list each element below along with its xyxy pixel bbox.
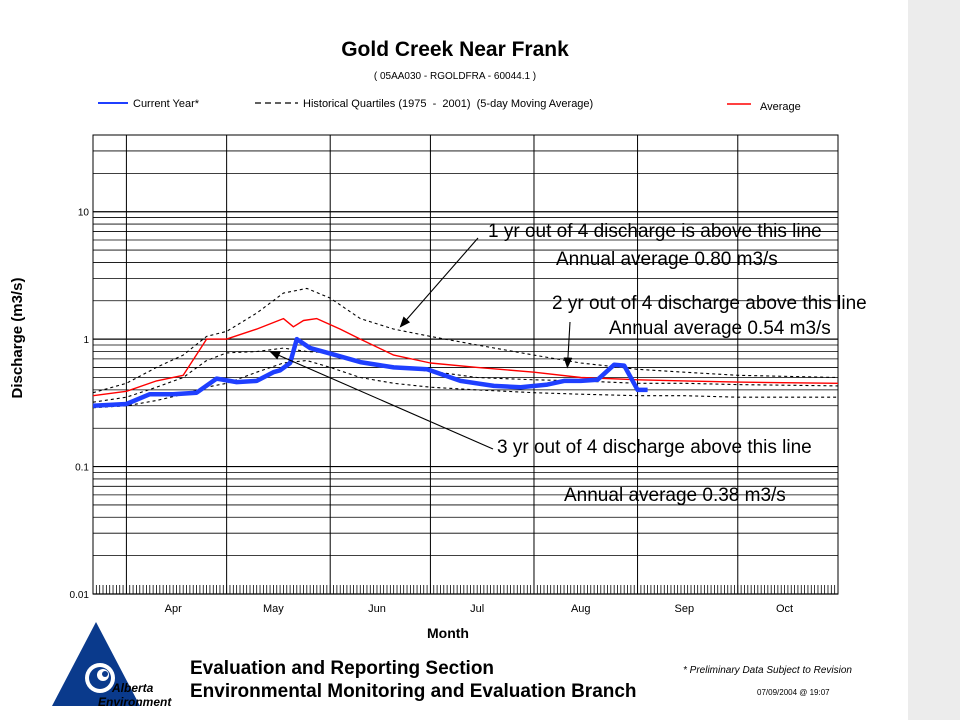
y-axis-label: Discharge (m3/s) (9, 278, 26, 399)
y-tick-label: 0.01 (70, 590, 90, 601)
plot-frame (92, 134, 839, 595)
x-tick-label: Oct (776, 603, 793, 615)
annotation-lower-average: Annual average 0.38 m3/s (564, 485, 786, 506)
x-tick-label: Jun (368, 603, 386, 615)
x-tick-label: Jul (470, 603, 484, 615)
y-tick-label: 0.1 (75, 463, 89, 474)
legend-label-quartiles: Historical Quartiles (1975 - 2001) (5-da… (303, 98, 593, 110)
footer-section-name: Evaluation and Reporting Section (190, 658, 495, 679)
chart-title: Gold Creek Near Frank (341, 38, 569, 61)
annotation-arrows (269, 237, 573, 450)
legend-label-current: Current Year* (133, 98, 200, 110)
annotation-lower-quartile: 3 yr out of 4 discharge above this line (497, 437, 812, 458)
grid-layer (92, 134, 839, 595)
series-median (92, 347, 839, 403)
annotation-upper-quartile: 1 yr out of 4 discharge is above this li… (488, 221, 822, 242)
legend: Current Year* Historical Quartiles (1975… (98, 98, 801, 113)
x-tick-label: Aug (571, 603, 591, 615)
series-lower-quartile (92, 359, 838, 409)
series-layer (92, 287, 839, 409)
series-upper-quartile (92, 287, 839, 394)
footer-branch-name: Environmental Monitoring and Evaluation … (190, 681, 637, 702)
x-tick-label: Apr (165, 603, 182, 615)
annotation-arrow (269, 350, 494, 450)
preliminary-note: * Preliminary Data Subject to Revision (683, 665, 852, 676)
annotation-arrow (399, 237, 479, 328)
series-current-year (92, 336, 648, 409)
x-tick-label: Sep (675, 603, 695, 615)
annotation-upper-average: Annual average 0.80 m3/s (556, 249, 778, 270)
discharge-chart: Gold Creek Near Frank ( 05AA030 - RGOLDF… (9, 38, 839, 640)
x-axis-label: Month (427, 625, 469, 640)
y-tick-label: 10 (78, 208, 90, 219)
y-tick-label: 1 (83, 335, 89, 346)
right-margin-strip (908, 0, 960, 720)
annotation-median-average: Annual average 0.54 m3/s (609, 318, 831, 339)
legend-label-average: Average (760, 101, 801, 113)
axis-labels-layer: 0.01 0.1 1 10 Apr May Jun Jul Aug Sep Oct (70, 208, 794, 615)
logo-text-environment: Environment (98, 695, 172, 709)
logo-text-alberta: Alberta (111, 681, 154, 695)
x-tick-label: May (263, 603, 284, 615)
chart-subtitle: ( 05AA030 - RGOLDFRA - 60044.1 ) (374, 71, 536, 82)
annotation-median: 2 yr out of 4 discharge above this line (552, 293, 867, 314)
annotation-arrow (563, 321, 573, 369)
timestamp: 07/09/2004 @ 19:07 (757, 688, 830, 697)
series-average (92, 317, 839, 397)
alberta-environment-logo-icon: Alberta Environment (52, 622, 172, 709)
